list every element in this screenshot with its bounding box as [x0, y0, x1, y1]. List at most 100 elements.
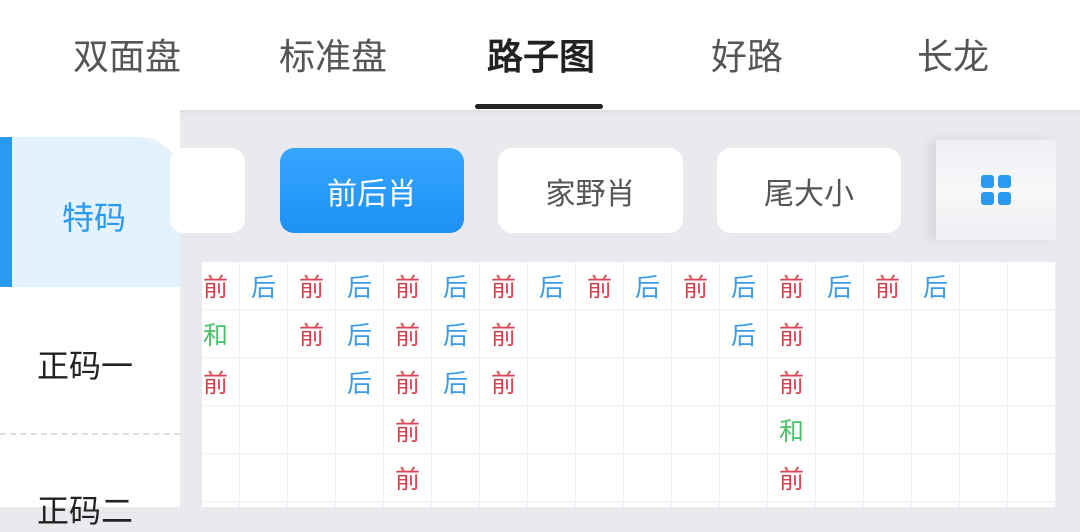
subtab-home-wild[interactable]: 家野肖 — [498, 148, 683, 233]
sidebar-active-indicator — [0, 137, 12, 287]
board-cell — [576, 406, 624, 454]
board-cell — [202, 454, 240, 502]
tab-good-road[interactable]: 好路 — [710, 37, 784, 78]
board-cell: 前 — [864, 262, 912, 310]
board-cell — [384, 502, 432, 507]
board-cell: 后 — [432, 262, 480, 310]
sidebar-item-special[interactable] — [0, 137, 180, 287]
board-cell — [528, 358, 576, 406]
board-cell: 前 — [672, 262, 720, 310]
grid-icon — [981, 175, 1011, 205]
subtab-partial[interactable] — [170, 148, 245, 233]
board-cell — [288, 502, 336, 507]
grid-menu-button[interactable] — [936, 140, 1056, 240]
board-cell: 前 — [768, 454, 816, 502]
board-cell — [816, 310, 864, 358]
board-cell: 前 — [576, 262, 624, 310]
board-cell — [960, 262, 1008, 310]
board-cell — [720, 406, 768, 454]
board-cell — [288, 406, 336, 454]
board-cell — [240, 502, 288, 507]
board-cell: 后 — [432, 310, 480, 358]
board-cell — [672, 358, 720, 406]
board-cell — [1008, 262, 1056, 310]
board-cell: 前 — [480, 310, 528, 358]
board-cell: 后 — [912, 262, 960, 310]
board-cell — [202, 406, 240, 454]
board-cell: 后 — [624, 262, 672, 310]
board-cell — [912, 310, 960, 358]
board-cell — [288, 358, 336, 406]
board-cell — [528, 454, 576, 502]
board-cell — [672, 454, 720, 502]
board-cell — [720, 358, 768, 406]
board-cell — [816, 454, 864, 502]
board-cell — [912, 454, 960, 502]
board-cell — [624, 358, 672, 406]
tab-long-dragon[interactable]: 长龙 — [916, 37, 990, 78]
board-cell: 前 — [384, 310, 432, 358]
board-cell — [1008, 310, 1056, 358]
board-cell — [960, 358, 1008, 406]
board-cell — [202, 502, 240, 507]
tab-standard[interactable]: 标准盘 — [278, 37, 388, 78]
board-cell — [960, 454, 1008, 502]
board-cell — [240, 310, 288, 358]
subtab-front-back[interactable]: 前后肖 — [280, 148, 464, 233]
board-cell — [960, 406, 1008, 454]
board-cell: 前 — [480, 358, 528, 406]
board-cell: 后 — [528, 262, 576, 310]
board-cell: 前 — [768, 310, 816, 358]
board-cell — [960, 310, 1008, 358]
board-cell — [816, 406, 864, 454]
sidebar-item-special-label[interactable]: 特码 — [62, 199, 127, 237]
board-cell — [576, 502, 624, 507]
board-cell — [672, 502, 720, 507]
board-cell — [816, 502, 864, 507]
board-cell — [1008, 358, 1056, 406]
board-cell — [1008, 454, 1056, 502]
board-cell: 前 — [480, 262, 528, 310]
board-cell — [960, 502, 1008, 507]
tab-double-side[interactable]: 双面盘 — [72, 37, 182, 78]
board-cell — [864, 406, 912, 454]
tab-road-map[interactable]: 路子图 — [486, 37, 596, 78]
board-cell — [432, 454, 480, 502]
board-cell — [1008, 502, 1056, 507]
board-cell: 前 — [288, 262, 336, 310]
board-cell — [624, 454, 672, 502]
board-cell: 和 — [202, 310, 240, 358]
board-cell — [768, 502, 816, 507]
road-board: 前和前后前前后后后前前前前前后后后前前前后前后前后后前前前和前后前后 — [202, 262, 1056, 507]
board-cell — [624, 310, 672, 358]
top-tab-bar: 双面盘 标准盘 路子图 好路 长龙 — [0, 0, 1080, 110]
board-cell: 前 — [768, 358, 816, 406]
board-cell: 后 — [336, 262, 384, 310]
board-cell — [480, 454, 528, 502]
board-cell — [240, 454, 288, 502]
board-cell: 前 — [384, 406, 432, 454]
board-cell — [864, 358, 912, 406]
board-cell — [864, 502, 912, 507]
board-cell — [336, 406, 384, 454]
board-cell — [624, 406, 672, 454]
board-cell — [240, 406, 288, 454]
board-cell: 前 — [384, 454, 432, 502]
board-cell — [528, 406, 576, 454]
board-cell — [912, 502, 960, 507]
board-cell — [432, 502, 480, 507]
board-cell — [816, 358, 864, 406]
board-cell — [864, 310, 912, 358]
sidebar-item-zheng1[interactable]: 正码一 — [37, 347, 134, 385]
board-cell: 后 — [336, 358, 384, 406]
subtab-tail-size[interactable]: 尾大小 — [717, 148, 901, 233]
sidebar-item-zheng2[interactable]: 正码二 — [37, 492, 134, 530]
board-cell — [576, 358, 624, 406]
board-cell — [240, 358, 288, 406]
board-cell — [576, 310, 624, 358]
board-cell: 后 — [816, 262, 864, 310]
board-cell: 后 — [240, 262, 288, 310]
board-cell: 前 — [288, 310, 336, 358]
board-cell — [480, 406, 528, 454]
board-cell: 和 — [768, 406, 816, 454]
